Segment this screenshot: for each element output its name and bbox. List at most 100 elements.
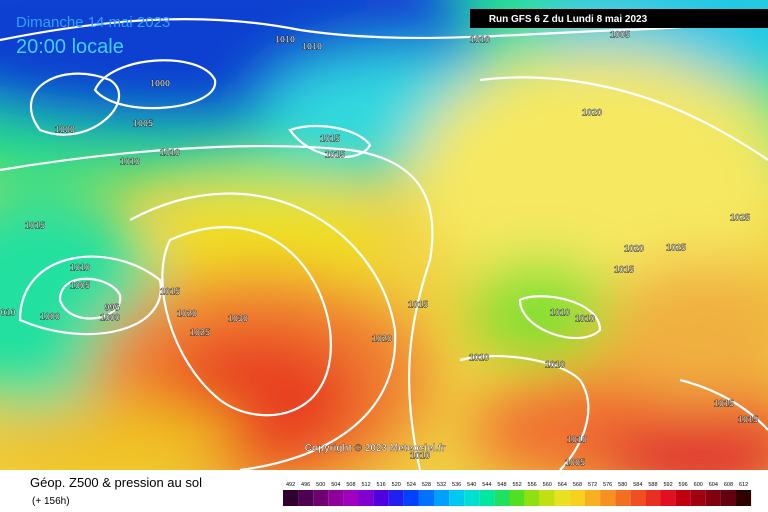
scale-swatch (464, 490, 480, 506)
isobar-label: 1015 (325, 149, 345, 159)
scale-label: 500 (316, 482, 325, 488)
scale-swatch (418, 490, 434, 506)
isobar-label: 1020 (624, 243, 644, 253)
scale-label: 536 (452, 482, 461, 488)
scale-label: 612 (739, 482, 748, 488)
scale-label: 556 (528, 482, 537, 488)
lead-time: (+ 156h) (32, 496, 70, 507)
scale-label: 572 (588, 482, 597, 488)
scale-swatch (494, 490, 510, 506)
scale-swatch (690, 490, 706, 506)
isobar-label: 1025 (190, 327, 210, 337)
geopotential-field: 1010 1010 1010 1005 1000 1000 1005 1010 1010 1015… (0, 0, 768, 470)
isobar-label: 1015 (614, 264, 634, 274)
scale-swatch (524, 490, 540, 506)
scale-swatch (660, 490, 676, 506)
isobar-label: 1010 (469, 352, 489, 362)
scale-swatch (373, 490, 389, 506)
isobar-label: 1010 (70, 262, 90, 272)
scale-swatch (403, 490, 419, 506)
scale-label: 520 (392, 482, 401, 488)
scale-label: 492 (286, 482, 295, 488)
scale-swatch (388, 490, 404, 506)
date: Dimanche 14 mai 2023 (16, 14, 170, 31)
scale-swatch (736, 490, 752, 506)
isobar-label: 1005 (610, 29, 630, 39)
scale-label: 588 (648, 482, 657, 488)
isobar-label: 1015 (320, 133, 340, 143)
scale-swatch (449, 490, 465, 506)
scale-swatch (569, 490, 585, 506)
scale-label: 496 (301, 482, 310, 488)
isobar-label: 1010 (160, 147, 180, 157)
scale-label: 504 (331, 482, 340, 488)
isobar-label: 1010 (545, 359, 565, 369)
scale-label: 592 (663, 482, 672, 488)
isobar-label: 1015 (408, 299, 428, 309)
isobar-label: 1010 (470, 34, 490, 44)
scale-label: 540 (467, 482, 476, 488)
isobar-label: 1000 (100, 312, 120, 322)
run-box (470, 9, 768, 28)
scale-label: 512 (361, 482, 370, 488)
copyright: Copyright © 2023 Meteociel.fr (305, 443, 446, 454)
isobar-label: 1015 (160, 286, 180, 296)
scale-swatch (479, 490, 495, 506)
isobar-label: 1015 (25, 220, 45, 230)
isobar-label: 1005 (133, 118, 153, 128)
footer-title: Géop. Z500 & pression au sol (30, 475, 202, 490)
isobar-label: 1000 (55, 124, 75, 134)
scale-swatch (343, 490, 359, 506)
scale-swatch (675, 490, 691, 506)
isobar-label: 1010 (275, 34, 295, 44)
isobar-label: 995 (104, 302, 119, 312)
isobar-label: 1010 (575, 313, 595, 323)
scale-swatch (434, 490, 450, 506)
isobar-label: 1010 (410, 450, 430, 460)
scale-label: 604 (709, 482, 718, 488)
scale-label: 564 (558, 482, 567, 488)
scale-swatch (509, 490, 525, 506)
scale-label: 568 (573, 482, 582, 488)
isobar-label: 1030 (228, 313, 248, 323)
scale-swatch (600, 490, 616, 506)
scale-swatch (720, 490, 736, 506)
scale-label: 552 (512, 482, 521, 488)
local-time: 20:00 locale (16, 36, 124, 58)
scale-swatch (645, 490, 661, 506)
isobar-label: 1010 (550, 307, 570, 317)
scale-swatch (615, 490, 631, 506)
scale-swatch (554, 490, 570, 506)
isobar-label: 1010 (120, 156, 140, 166)
isobar-label: 1020 (582, 107, 602, 117)
isobar-label: 1015 (714, 398, 734, 408)
scale-swatch (283, 490, 299, 506)
isobar-label: 1010 (567, 434, 587, 444)
scale-label: 596 (679, 482, 688, 488)
scale-label: 576 (603, 482, 612, 488)
scale-swatch (298, 490, 314, 506)
scale-label: 560 (543, 482, 552, 488)
run-info: Run GFS 6 Z du Lundi 8 mai 2023 (489, 14, 648, 25)
scale-swatch (328, 490, 344, 506)
scale-label: 544 (482, 482, 491, 488)
isobar-label: 1015 (738, 414, 758, 424)
scale-label: 516 (377, 482, 386, 488)
scale-swatch (313, 490, 329, 506)
isobar-label: 1025 (730, 212, 750, 222)
scale-label: 584 (633, 482, 642, 488)
isobar-label: 1010 (302, 41, 322, 51)
isobar-label: 1020 (177, 308, 197, 318)
scale-swatch (630, 490, 646, 506)
scale-label: 528 (422, 482, 431, 488)
scale-label: 524 (407, 482, 416, 488)
isobar-label: 1000 (150, 78, 170, 88)
scale-label: 600 (694, 482, 703, 488)
isobar-label: 010 (0, 307, 15, 317)
scale-label: 608 (724, 482, 733, 488)
isobar-label: 1000 (40, 311, 60, 321)
scale-label: 548 (497, 482, 506, 488)
scale-label: 532 (437, 482, 446, 488)
scale-swatch (539, 490, 555, 506)
